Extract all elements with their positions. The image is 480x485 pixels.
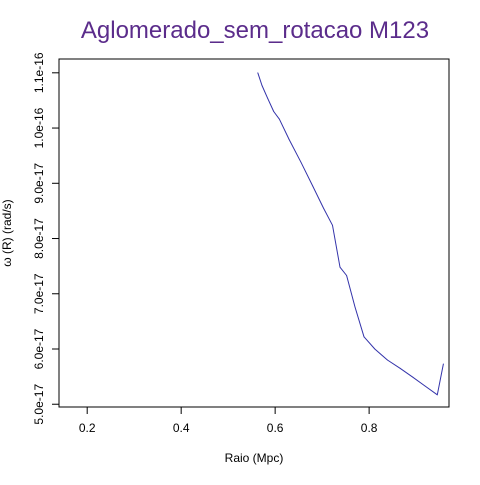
data-point-0-17 bbox=[412, 376, 414, 378]
x-axis-label: Raio (Mpc) bbox=[225, 451, 284, 465]
x-tick-label-1: 0.4 bbox=[173, 421, 190, 435]
data-point-0-15 bbox=[387, 359, 388, 361]
data-point-0-4 bbox=[278, 118, 280, 120]
plot-frame bbox=[58, 58, 450, 408]
data-point-0-16 bbox=[399, 367, 401, 369]
data-point-0-18 bbox=[424, 385, 426, 387]
data-point-0-14 bbox=[374, 348, 376, 350]
data-point-0-3 bbox=[273, 111, 275, 112]
data-point-0-6 bbox=[300, 161, 302, 163]
y-tick-label-1: 6.0e-17 bbox=[32, 328, 46, 369]
y-tick-label-6: 1.1e-16 bbox=[32, 52, 46, 93]
x-axis: 0.2 0.4 0.6 0.8 bbox=[79, 407, 378, 435]
y-tick-label-4: 9.0e-17 bbox=[32, 163, 46, 204]
data-point-0-0 bbox=[257, 72, 259, 74]
x-tick-label-3: 0.8 bbox=[361, 421, 378, 435]
data-point-0-2 bbox=[267, 97, 269, 99]
data-point-0-19 bbox=[436, 394, 438, 396]
data-point-0-13 bbox=[363, 336, 365, 338]
data-point-0-12 bbox=[354, 306, 356, 308]
data-point-0-7 bbox=[312, 185, 314, 187]
y-tick-label-3: 8.0e-17 bbox=[32, 218, 46, 259]
y-tick-label-5: 1.0e-16 bbox=[32, 107, 46, 148]
data-point-0-10 bbox=[339, 266, 341, 268]
y-tick-label-0: 5.0e-17 bbox=[32, 384, 46, 425]
x-tick-label-0: 0.2 bbox=[79, 421, 96, 435]
y-tick-label-2: 7.0e-17 bbox=[32, 273, 46, 314]
series-layer bbox=[257, 72, 444, 396]
chart-title: Aglomerado_sem_rotacao M123 bbox=[81, 17, 429, 44]
data-point-0-11 bbox=[346, 275, 347, 276]
series-line-0 bbox=[257, 72, 444, 396]
y-axis: 5.0e-17 6.0e-17 7.0e-17 8.0e-17 9.0e-17 1.0e-… bbox=[32, 52, 59, 425]
data-point-0-8 bbox=[323, 207, 324, 209]
y-axis-label: ω (R) (rad/s) bbox=[0, 199, 14, 266]
data-point-0-20 bbox=[442, 363, 444, 365]
data-point-0-1 bbox=[261, 85, 263, 86]
data-point-0-5 bbox=[288, 139, 290, 141]
data-point-0-9 bbox=[332, 224, 333, 226]
x-tick-label-2: 0.6 bbox=[267, 421, 284, 435]
